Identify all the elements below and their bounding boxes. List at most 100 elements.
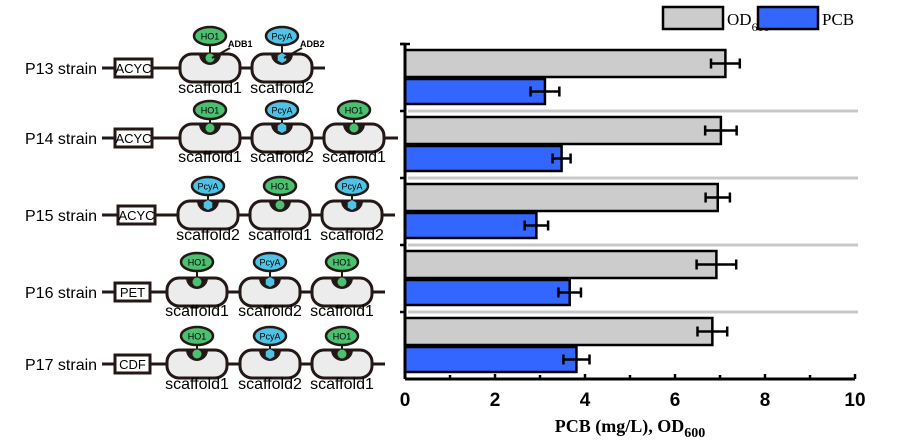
strain-label: P14 strain — [25, 131, 97, 148]
od600-bar — [403, 182, 719, 213]
plasmid-box — [113, 281, 152, 303]
plasmid-label: ACYC — [115, 61, 151, 76]
pcya-hexagon — [265, 277, 275, 287]
plasmid-box — [113, 127, 154, 149]
protein-label: HO1 — [201, 32, 220, 42]
ho1-dot — [205, 53, 215, 63]
pcb-bar — [403, 77, 547, 106]
ho1-dot — [337, 349, 347, 359]
legend-swatch-od600 — [661, 5, 725, 31]
pcya-protein — [252, 251, 288, 273]
x-axis-label: PCB (mg/L), OD600 — [555, 416, 706, 441]
x-tick-label: 0 — [400, 390, 411, 411]
x-tick-label: 6 — [670, 390, 681, 411]
protein-label: HO1 — [201, 106, 220, 116]
scaffold-label: scaffold2 — [238, 303, 302, 320]
protein-label: PcyA — [197, 182, 218, 192]
ho1-protein — [192, 25, 228, 47]
plasmid-box — [113, 353, 152, 375]
ho1-protein — [192, 99, 228, 121]
pcya-protein — [264, 25, 300, 47]
pcya-hexagon — [347, 200, 357, 210]
adb-pointer — [283, 47, 303, 59]
scaffold-label: scaffold1 — [310, 376, 374, 393]
pcya-hexagon — [203, 200, 213, 210]
ho1-protein — [179, 325, 215, 347]
ho1-protein — [336, 99, 372, 121]
od600-bar — [403, 249, 718, 280]
protein-label: HO1 — [345, 106, 364, 116]
protein-label: PcyA — [271, 106, 292, 116]
od600-bar — [403, 316, 714, 347]
pcb-bar — [403, 345, 578, 374]
scaffold-label: scaffold1 — [310, 303, 374, 320]
x-tick-label: 8 — [760, 390, 771, 411]
od600-bar — [403, 115, 723, 146]
scaffold-label: scaffold1 — [165, 303, 229, 320]
legend-swatch-pcb — [756, 5, 820, 31]
plasmid-label: ACYC — [118, 208, 154, 223]
ho1-protein — [262, 175, 298, 197]
plasmid-label: PET — [120, 285, 145, 300]
x-tick-label: 10 — [844, 390, 865, 411]
pcb-bar — [403, 144, 563, 173]
x-axis-label-subscript: 600 — [684, 426, 705, 441]
scaffold-label: scaffold2 — [250, 80, 314, 97]
ho1-dot — [337, 277, 347, 287]
ho1-dot — [275, 200, 285, 210]
ho1-dot — [349, 123, 359, 133]
ho1-dot — [205, 123, 215, 133]
protein-label: HO1 — [333, 332, 352, 342]
pcya-protein — [190, 175, 226, 197]
protein-label: PcyA — [259, 258, 280, 268]
pcya-protein — [252, 325, 288, 347]
legend-text: PCB — [822, 10, 854, 29]
pcb-bar — [403, 278, 571, 307]
ho1-dot — [192, 277, 202, 287]
pcya-protein — [334, 175, 370, 197]
scaffold-label: scaffold1 — [165, 376, 229, 393]
strain-label: P15 strain — [25, 208, 97, 225]
od600-bar — [403, 48, 727, 79]
strain-label: P17 strain — [25, 357, 97, 374]
protein-label: HO1 — [271, 182, 290, 192]
ho1-protein — [179, 251, 215, 273]
protein-label: PcyA — [341, 182, 362, 192]
protein-label: PcyA — [259, 332, 280, 342]
pcb-bar — [403, 211, 538, 240]
plasmid-label: ACYC — [115, 131, 151, 146]
adb-pointer — [211, 47, 231, 59]
pcya-protein — [264, 99, 300, 121]
scaffold-label: scaffold2 — [250, 149, 314, 166]
scaffold-label: scaffold2 — [238, 376, 302, 393]
scaffold-label: scaffold1 — [248, 227, 312, 244]
scaffold-label: scaffold1 — [178, 80, 242, 97]
pcya-hexagon — [277, 53, 287, 63]
pcya-hexagon — [265, 349, 275, 359]
ho1-protein — [324, 251, 360, 273]
protein-label: HO1 — [188, 332, 207, 342]
strain-label: P16 strain — [25, 285, 97, 302]
scaffold-label: scaffold1 — [178, 149, 242, 166]
pcya-hexagon — [277, 123, 287, 133]
ho1-dot — [192, 349, 202, 359]
protein-label: HO1 — [333, 258, 352, 268]
protein-label: PcyA — [271, 32, 292, 42]
strain-label: P13 strain — [25, 61, 97, 78]
plasmid-label: CDF — [119, 357, 146, 372]
plasmid-box — [113, 57, 154, 79]
legend-label-pcb: PCB — [822, 10, 854, 29]
x-tick-label: 2 — [490, 390, 501, 411]
protein-label: HO1 — [188, 258, 207, 268]
legend-text: OD — [727, 10, 752, 29]
x-axis-label-text: PCB (mg/L), OD — [555, 416, 685, 437]
adb-label: ADB2 — [300, 39, 325, 49]
scaffold-label: scaffold2 — [320, 227, 384, 244]
ho1-protein — [324, 325, 360, 347]
plasmid-box — [116, 204, 157, 226]
x-tick-label: 4 — [580, 390, 591, 411]
scaffold-label: scaffold1 — [322, 149, 386, 166]
scaffold-label: scaffold2 — [176, 227, 240, 244]
